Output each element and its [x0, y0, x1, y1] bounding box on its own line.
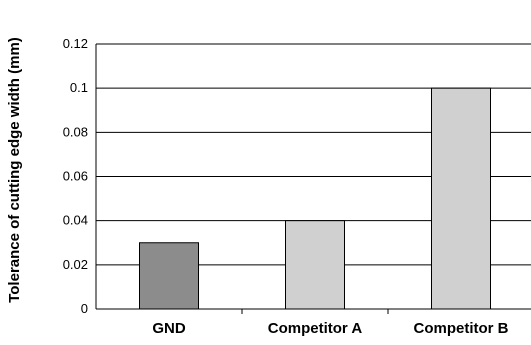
x-category-label: GND: [152, 320, 186, 337]
y-tick-labels: 0 0.02 0.04 0.06 0.08 0.1 0.12: [63, 36, 88, 316]
x-category-label: Competitor A: [268, 320, 363, 337]
x-category-label: Competitor B: [414, 320, 509, 337]
y-tick-label: 0.12: [63, 36, 88, 51]
y-axis-title: Tolerance of cutting edge width (mm): [6, 37, 23, 303]
bar-gnd: [139, 242, 199, 310]
x-category-labels: GND Competitor A Competitor B: [152, 320, 508, 337]
bar-competitor-b: [431, 87, 491, 310]
y-tick-label: 0.06: [63, 169, 88, 184]
bars: [139, 87, 491, 310]
y-tick-label: 0.02: [63, 257, 88, 272]
bar-competitor-a: [285, 220, 345, 310]
axes: [95, 44, 531, 314]
y-tick-label: 0: [81, 301, 88, 316]
y-tick-label: 0.04: [63, 213, 88, 228]
y-tick-label: 0.1: [70, 80, 88, 95]
y-tick-label: 0.08: [63, 124, 88, 139]
